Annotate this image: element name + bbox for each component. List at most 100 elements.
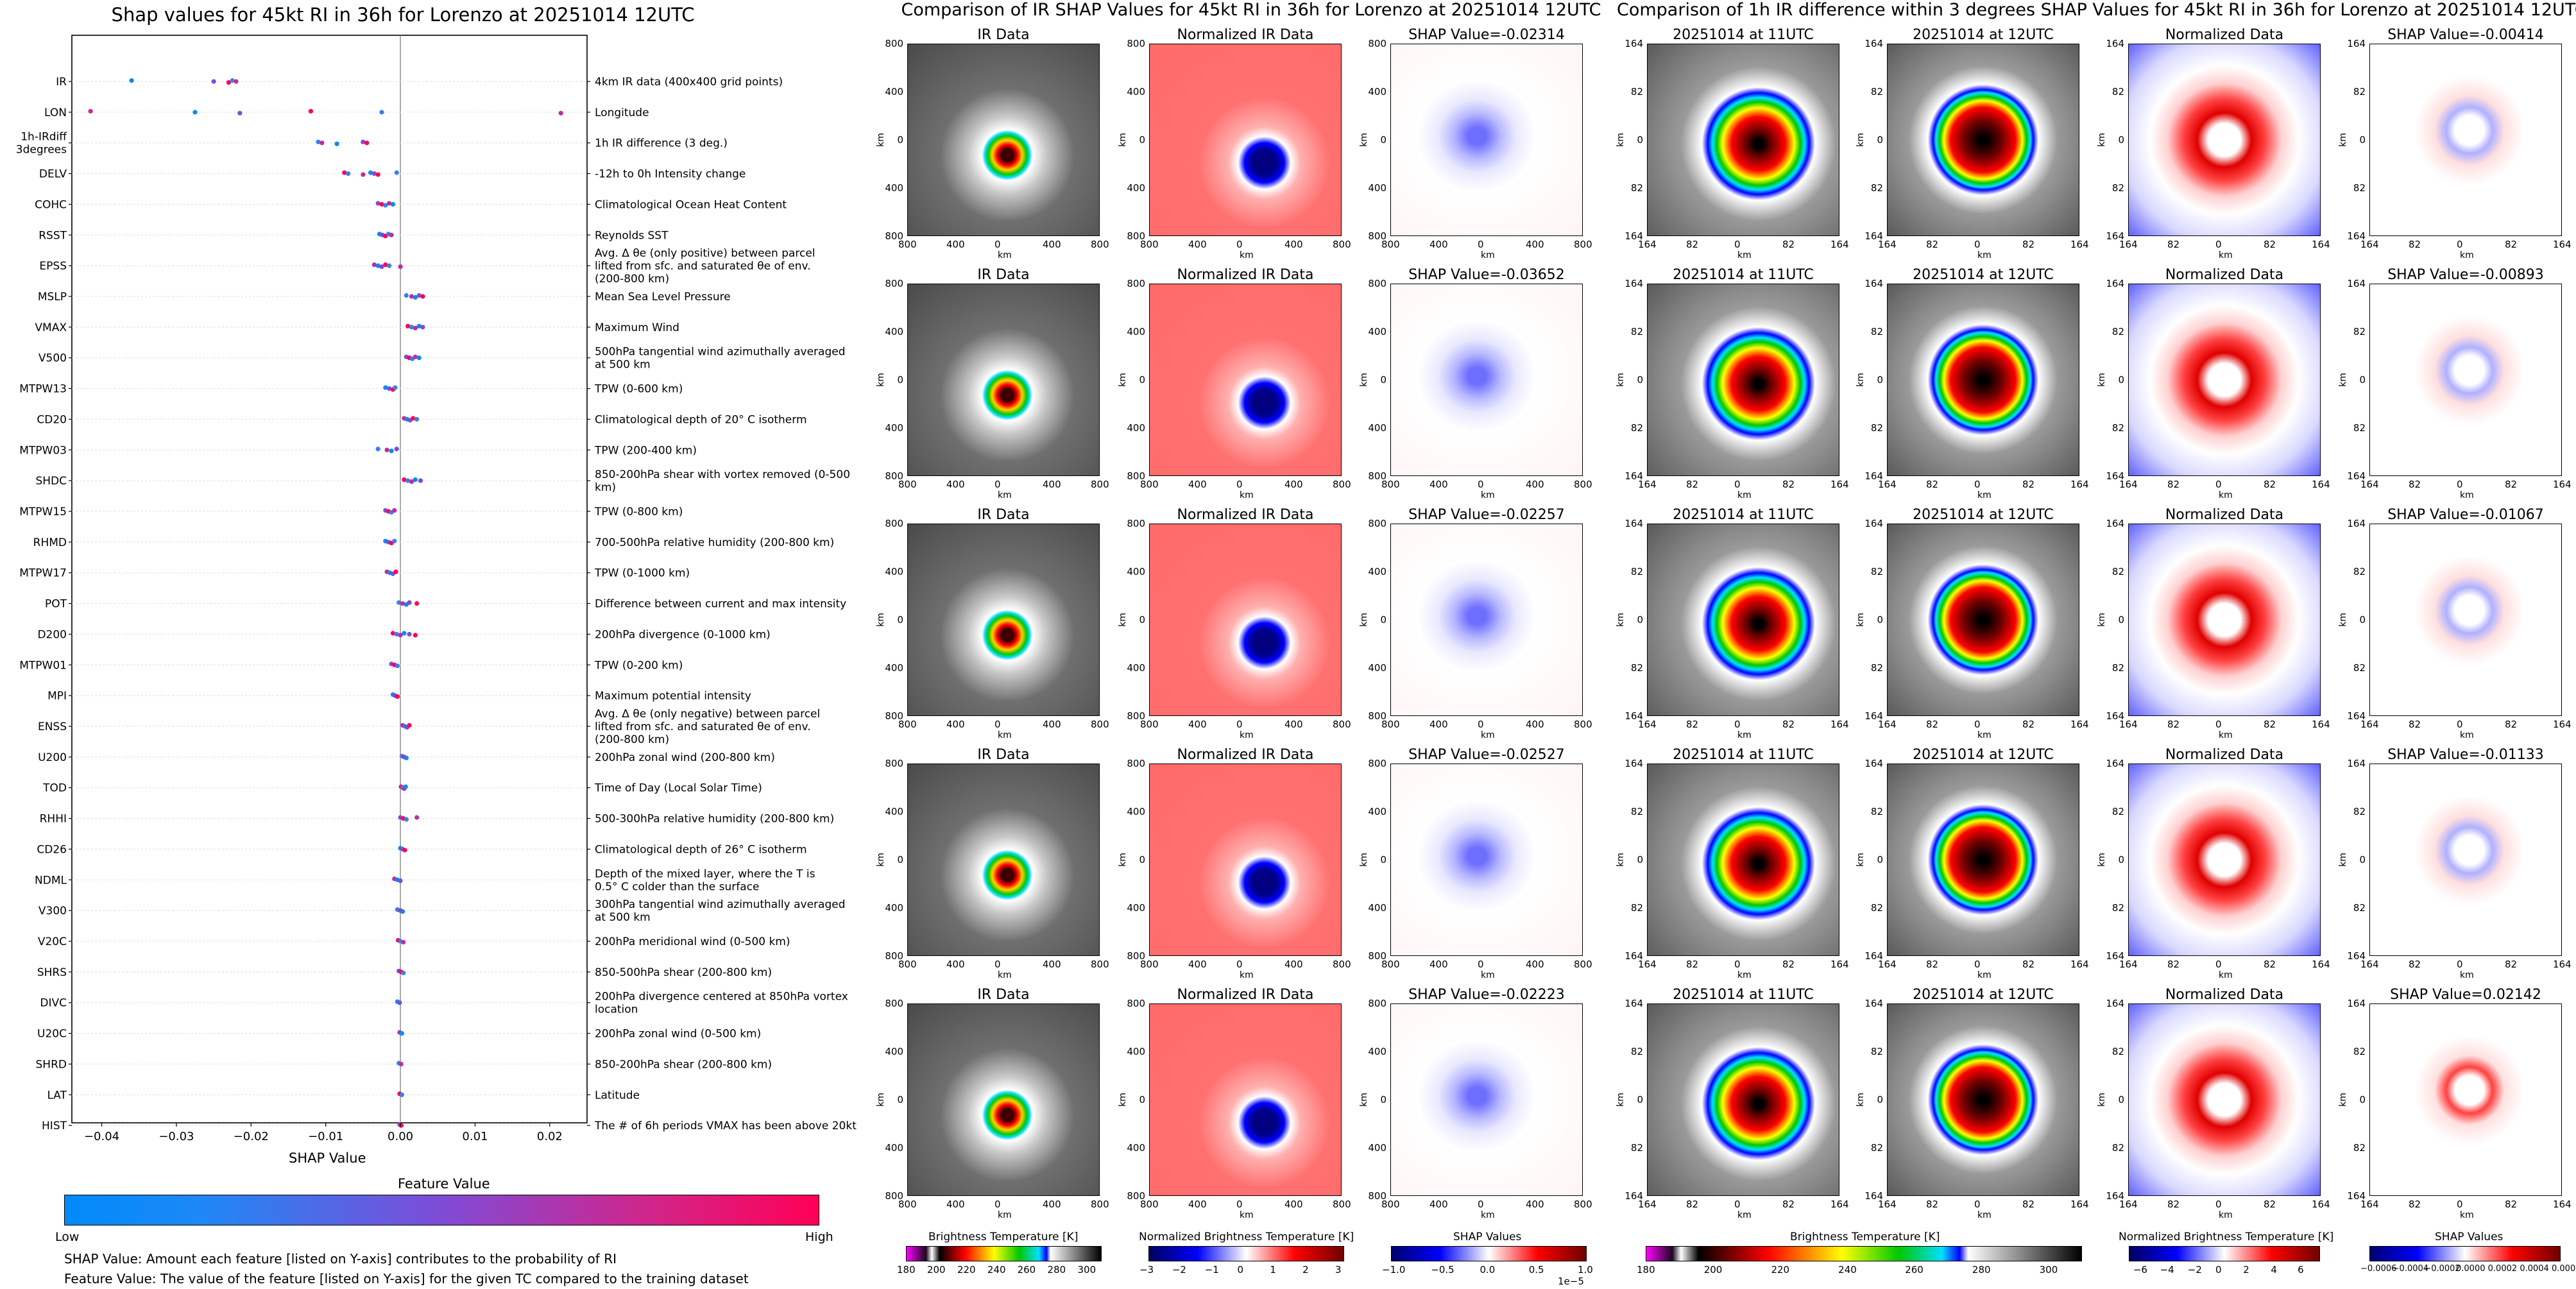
x-tick-label: 400 (1284, 479, 1303, 490)
y-tick-label: 0 (897, 854, 903, 866)
shap-point (407, 631, 412, 637)
x-tick-label: 0 (2215, 719, 2222, 730)
y-tick-label: 164 (1864, 278, 1883, 289)
irdiff-row4-col2-title: Normalized Data (2165, 987, 2284, 1003)
x-tick-label: 400 (1188, 959, 1207, 970)
x-tick-label: 164 (2553, 959, 2572, 970)
ir-row0-col0-title: IR Data (977, 27, 1030, 43)
y-tick-label: 800 (885, 518, 903, 529)
y-tick-label: 82 (2111, 1046, 2124, 1057)
feature-description: at 500 km (595, 359, 651, 371)
colorbar-tick-label: 200 (926, 1264, 946, 1276)
y-tick-label: 800 (1368, 230, 1386, 242)
x-tick-label: 82 (2022, 719, 2035, 730)
x-tick-label: 82 (2022, 239, 2035, 250)
x-tick-label: 164 (2070, 719, 2089, 730)
y-tick-label: 164 (2347, 758, 2366, 769)
x-axis-label: km (1240, 730, 1254, 740)
x-tick-label: 400 (946, 239, 965, 250)
x-axis-label: km (998, 490, 1012, 500)
y-tick-label: 164 (2347, 710, 2366, 722)
colorbar-low-label: Low (55, 1230, 80, 1244)
y-axis-label: km (2337, 1093, 2348, 1107)
y-tick-label: 400 (885, 422, 903, 434)
ir-row3-col0-title: IR Data (977, 747, 1030, 763)
x-tick-label: 82 (1782, 959, 1795, 970)
colorbar-tick-label: 240 (1838, 1264, 1857, 1276)
x-tick-label: 800 (1574, 719, 1592, 730)
feature-label: HIST (42, 1120, 67, 1132)
y-tick-label: 400 (1368, 662, 1386, 674)
ir-row0-col1-title: Normalized IR Data (1177, 27, 1314, 43)
shap-x-axis-label: SHAP Value (289, 1150, 366, 1166)
x-tick-label: 800 (1574, 959, 1592, 970)
x-tick-label: 0 (1974, 239, 1981, 250)
x-tick-label: 0 (1734, 239, 1741, 250)
y-tick-label: 82 (2111, 1142, 2124, 1154)
y-axis-label: km (1358, 853, 1369, 867)
y-tick-label: 164 (1864, 950, 1883, 962)
x-tick-label: 800 (1333, 719, 1351, 730)
y-axis-label: km (2096, 373, 2107, 387)
y-tick-label: 0 (2359, 134, 2366, 146)
ir-row1-col2-title: SHAP Value=-0.03652 (1408, 267, 1565, 283)
x-tick-label: 400 (1043, 1199, 1061, 1210)
y-tick-label: 82 (1630, 662, 1643, 674)
x-tick-label: 800 (1140, 959, 1159, 970)
x-tick-label: −0.04 (84, 1130, 119, 1143)
feature-label: MTPW01 (19, 659, 67, 672)
ir-row0-col2-image (1390, 44, 1583, 236)
x-tick-label: 400 (1284, 239, 1303, 250)
ir-row0-col1-image (1149, 44, 1342, 236)
y-tick-label: 164 (1864, 758, 1883, 769)
colorbar-tick-label: 0.5 (1528, 1264, 1544, 1276)
y-axis-label: km (2337, 853, 2348, 867)
irdiff-row2-col3-image (2369, 524, 2562, 716)
y-tick-label: 400 (1368, 86, 1386, 98)
y-axis-label: km (1358, 373, 1369, 387)
y-tick-label: 800 (885, 38, 903, 49)
y-tick-label: 800 (1368, 950, 1386, 962)
colorbar-tick-label: −1.0 (1382, 1264, 1406, 1276)
x-tick-label: 164 (1878, 959, 1897, 970)
y-axis-label: km (1855, 373, 1866, 387)
x-tick-label: 0 (1478, 239, 1484, 250)
x-tick-label: 164 (2553, 479, 2572, 490)
x-tick-label: 164 (2312, 959, 2330, 970)
shap-point (420, 325, 425, 330)
x-tick-label: 82 (2264, 1199, 2276, 1210)
y-axis-label: km (1358, 1093, 1369, 1107)
y-tick-label: 0 (1380, 374, 1386, 386)
x-tick-label: 82 (2264, 719, 2276, 730)
feature-label: COHC (35, 198, 67, 211)
irdiff-row0-col0-image (1647, 44, 1839, 236)
irdiff-row0-col1-image (1887, 44, 2079, 236)
shap-point (192, 110, 198, 115)
y-tick-label: 0 (2118, 134, 2124, 146)
shap-point (398, 1123, 404, 1128)
shap-point (558, 110, 563, 115)
x-tick-label: 400 (1043, 239, 1061, 250)
ir-row1-col0-image (907, 284, 1100, 476)
y-tick-label: 0 (1380, 854, 1386, 866)
x-tick-label: 0 (1478, 719, 1484, 730)
y-tick-label: 164 (1864, 38, 1883, 49)
irdiff-row3-col0-image (1647, 764, 1839, 956)
x-tick-label: 0.01 (462, 1130, 488, 1143)
y-axis-label: km (2096, 613, 2107, 627)
colorbar-tick-label: 0.0000 (2456, 1264, 2486, 1274)
y-tick-label: 0 (1637, 854, 1643, 866)
x-axis-label: km (2219, 970, 2233, 980)
feature-description: 200hPa zonal wind (0-500 km) (595, 1028, 761, 1041)
feature-label: 3degrees (16, 144, 67, 157)
shap-point (397, 1000, 402, 1005)
irdiff-row2-col2-title: Normalized Data (2165, 507, 2284, 523)
x-tick-label: 400 (1188, 719, 1207, 730)
x-tick-label: 0 (1236, 719, 1243, 730)
colorbar-tick-label: 240 (987, 1264, 1006, 1276)
irdiff-row2-col1-title: 20251014 at 12UTC (1913, 507, 2054, 523)
irdiff-row3-col3-image (2369, 764, 2562, 956)
colorbar-tick-label: 300 (2039, 1264, 2058, 1276)
y-axis-label: km (1358, 613, 1369, 627)
y-tick-label: 164 (1625, 470, 1643, 482)
